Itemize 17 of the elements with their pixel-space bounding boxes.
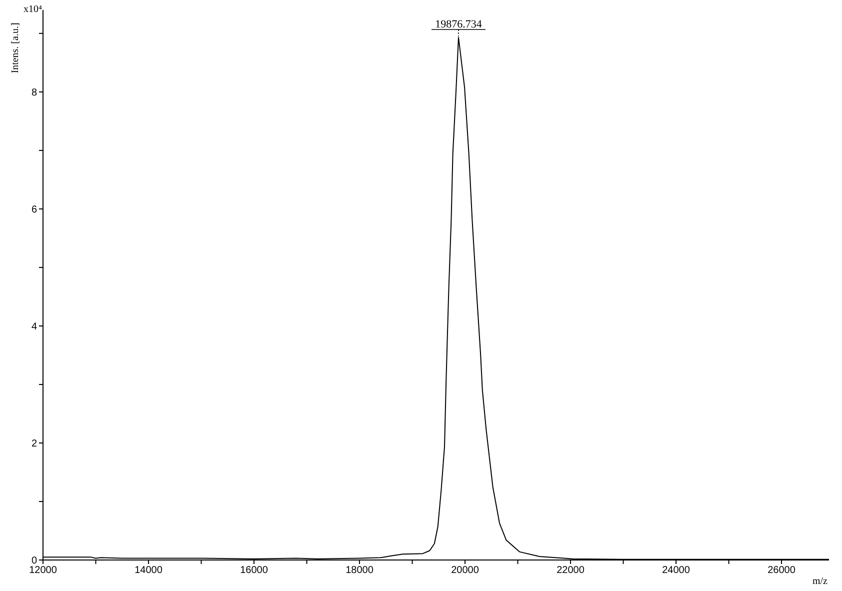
y-tick-label: 8 [31, 87, 38, 98]
x-tick-label: 24000 [662, 565, 690, 576]
y-axis-title: Intens. [a.u.] [10, 22, 20, 74]
x-tick-label: 16000 [240, 565, 268, 576]
y-tick-label: 6 [31, 204, 38, 216]
x-tick-label: 18000 [346, 565, 374, 576]
y-tick-label: 0 [31, 556, 38, 567]
x-tick-label: 12000 [29, 565, 58, 576]
y-tick-label: 4 [31, 322, 38, 333]
x-tick-label: 26000 [768, 565, 796, 576]
y-tick-label: 2 [31, 438, 38, 450]
x-tick-label: 14000 [134, 565, 163, 576]
x-tick-label: 22000 [556, 565, 585, 576]
text: x10⁴ [24, 4, 42, 16]
x-axis-title: m/z [812, 576, 828, 587]
annotation: 19876.734 [435, 18, 482, 30]
x-tick-label: 20000 [451, 565, 480, 576]
